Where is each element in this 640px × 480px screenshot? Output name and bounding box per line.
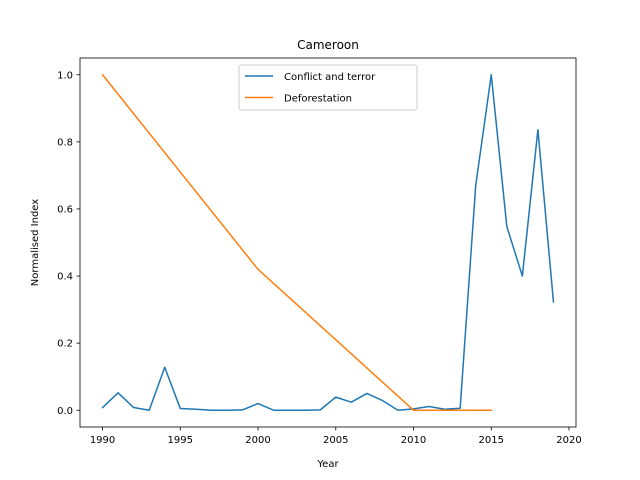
chart-title: Cameroon xyxy=(297,38,359,52)
x-tick-label: 2015 xyxy=(479,435,504,446)
x-tick-label: 2010 xyxy=(401,435,426,446)
y-tick-label: 0.0 xyxy=(57,406,73,417)
x-tick-label: 2005 xyxy=(323,435,348,446)
x-tick-label: 2000 xyxy=(245,435,270,446)
x-tick-label: 1990 xyxy=(90,435,115,446)
legend: Conflict and terror Deforestation xyxy=(238,64,418,111)
y-tick-label: 0.2 xyxy=(57,339,73,350)
x-tick-label: 2020 xyxy=(556,435,581,446)
series-line-deforestation xyxy=(101,73,493,411)
y-tick-label: 0.4 xyxy=(57,272,73,283)
series-line-conflict-and-terror xyxy=(101,74,555,411)
y-tick-label: 0.6 xyxy=(57,205,73,216)
x-tick-label: 1995 xyxy=(168,435,193,446)
x-axis-ticks: 1990 1995 2000 2005 2010 2015 2020 xyxy=(90,427,582,446)
axes-frame xyxy=(79,57,577,428)
x-axis-label: Year xyxy=(316,459,339,470)
legend-entry-label: Conflict and terror xyxy=(284,72,376,83)
legend-entry-label: Deforestation xyxy=(284,94,352,105)
y-axis-label: Normalised Index xyxy=(30,199,41,286)
y-tick-label: 0.8 xyxy=(57,137,73,148)
series-layer xyxy=(101,73,555,411)
y-axis-ticks: 0.0 0.2 0.4 0.6 0.8 1.0 xyxy=(57,70,80,417)
y-tick-label: 1.0 xyxy=(57,70,73,81)
legend-box xyxy=(238,64,418,111)
